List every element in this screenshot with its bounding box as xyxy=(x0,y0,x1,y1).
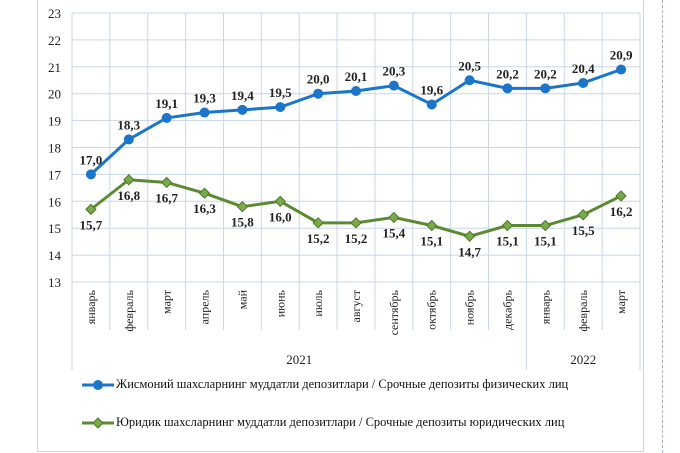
data-label: 19,3 xyxy=(193,91,216,106)
legend-circle-marker-icon xyxy=(82,379,114,390)
data-point xyxy=(616,64,627,75)
data-point xyxy=(199,107,210,118)
data-label: 15,1 xyxy=(534,234,557,249)
y-tick-label: 21 xyxy=(48,60,61,75)
data-label: 20,2 xyxy=(534,66,557,81)
data-point xyxy=(275,102,286,113)
y-tick-label: 14 xyxy=(48,248,62,263)
data-label: 15,1 xyxy=(420,234,443,249)
data-point xyxy=(578,77,589,88)
data-label: 16,2 xyxy=(610,204,633,219)
data-point xyxy=(236,200,249,213)
data-point xyxy=(464,75,475,86)
legend-label: Юридик шахсларнинг муддатли депозитлари … xyxy=(116,415,565,429)
data-label: 19,4 xyxy=(231,88,254,103)
data-label: 17,0 xyxy=(80,152,103,167)
data-point xyxy=(160,176,173,189)
data-label: 15,5 xyxy=(572,223,595,238)
data-point xyxy=(313,88,324,99)
data-label: 16,3 xyxy=(193,201,216,216)
x-tick-label: сентябрь xyxy=(387,289,401,335)
y-tick-label: 15 xyxy=(48,221,61,236)
data-label: 19,1 xyxy=(155,96,178,111)
data-point xyxy=(463,230,476,242)
data-point xyxy=(388,80,399,91)
data-point xyxy=(198,187,211,199)
data-label: 15,4 xyxy=(382,225,405,240)
data-label: 16,8 xyxy=(117,188,140,203)
x-tick-label: октябрь xyxy=(425,289,439,329)
x-tick-label: ноябрь xyxy=(463,289,477,325)
y-tick-label: 20 xyxy=(48,87,61,102)
data-point xyxy=(501,219,514,232)
data-point xyxy=(388,211,400,224)
legend-item-individuals: Жисмоний шахсларнинг муддатли депозитлар… xyxy=(82,377,568,392)
data-label: 14,7 xyxy=(458,244,481,259)
y-tick-label: 19 xyxy=(48,114,61,129)
data-point xyxy=(502,83,513,94)
data-label: 20,9 xyxy=(610,47,633,62)
data-point xyxy=(85,169,96,180)
data-point xyxy=(312,217,324,229)
legend-item-legal-entities: Юридик шахсларнинг муддатли депозитлари … xyxy=(82,415,564,430)
data-point xyxy=(351,86,361,97)
data-point xyxy=(540,83,551,94)
data-label: 15,7 xyxy=(80,217,103,232)
y-tick-label: 22 xyxy=(48,33,61,48)
x-tick-label: июнь xyxy=(273,289,287,317)
x-tick-label: март xyxy=(614,289,628,314)
data-label: 15,1 xyxy=(496,234,519,249)
y-tick-label: 13 xyxy=(48,275,61,290)
data-point xyxy=(123,174,135,186)
data-label: 20,0 xyxy=(307,72,330,87)
data-point xyxy=(350,217,362,229)
x-tick-label: май xyxy=(235,289,249,309)
x-tick-label: декабрь xyxy=(500,289,514,330)
page-edge-dashed-line xyxy=(662,0,663,453)
y-tick-label: 23 xyxy=(48,6,61,21)
x-tick-label: апрель xyxy=(198,289,212,324)
x-tick-label: февраль xyxy=(576,289,590,331)
data-point xyxy=(426,99,437,110)
legend-label: Жисмоний шахсларнинг муддатли депозитлар… xyxy=(116,377,569,391)
data-label: 20,5 xyxy=(458,58,481,73)
data-point xyxy=(274,195,286,208)
y-tick-label: 17 xyxy=(48,167,62,182)
year-label: 2021 xyxy=(286,352,312,367)
data-label: 15,2 xyxy=(345,231,368,246)
data-label: 18,3 xyxy=(117,117,140,132)
x-tick-label: август xyxy=(349,289,363,322)
year-label: 2022 xyxy=(570,352,596,367)
data-label: 15,8 xyxy=(231,215,254,230)
data-label: 19,5 xyxy=(269,85,292,100)
legend-diamond-marker-icon xyxy=(82,416,114,429)
x-tick-label: январь xyxy=(538,289,552,324)
data-label: 16,7 xyxy=(155,190,178,205)
data-point xyxy=(539,219,552,232)
data-label: 20,3 xyxy=(382,64,405,79)
chart-frame xyxy=(37,0,644,452)
data-label: 19,6 xyxy=(420,82,443,97)
data-point xyxy=(161,112,172,123)
data-label: 20,1 xyxy=(345,69,368,84)
y-tick-label: 16 xyxy=(48,194,62,209)
x-tick-label: февраль xyxy=(122,289,136,331)
data-point xyxy=(85,203,97,216)
data-point xyxy=(577,209,589,221)
data-point xyxy=(426,219,438,232)
y-tick-label: 18 xyxy=(48,141,61,156)
x-tick-label: март xyxy=(160,289,174,314)
data-label: 20,2 xyxy=(496,66,519,81)
x-tick-label: июль xyxy=(311,289,325,316)
data-label: 16,0 xyxy=(269,209,292,224)
data-point xyxy=(615,190,627,202)
data-label: 20,4 xyxy=(572,61,595,76)
data-point xyxy=(237,104,248,115)
x-tick-label: январь xyxy=(84,289,98,324)
data-point xyxy=(123,134,134,145)
data-label: 15,2 xyxy=(307,231,330,246)
